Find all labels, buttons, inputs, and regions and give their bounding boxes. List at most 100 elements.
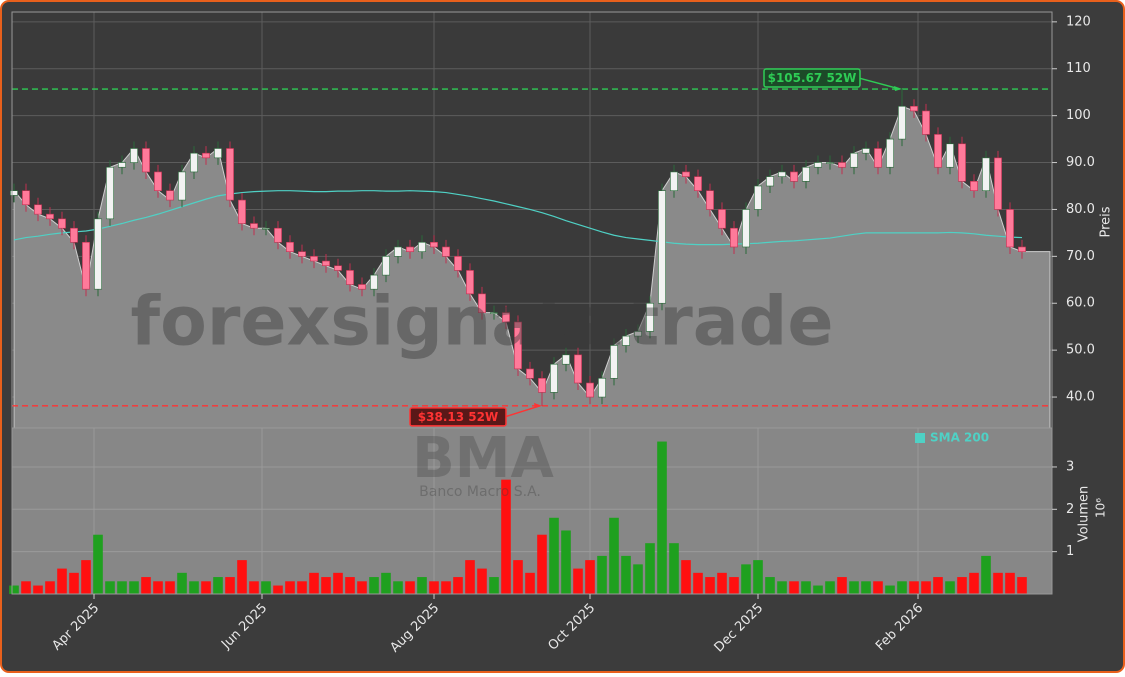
volume-bar: [513, 560, 523, 594]
volume-bar: [1017, 577, 1027, 594]
candle-body: [178, 171, 186, 201]
volume-bar: [693, 572, 703, 594]
candle-body: [250, 223, 258, 229]
volume-axis-label: Volumen: [1077, 486, 1092, 543]
price-axis-label: Preis: [1099, 206, 1114, 237]
candle-body: [118, 162, 126, 168]
volume-bar: [657, 441, 667, 594]
candle-body: [742, 209, 750, 248]
volume-bar: [273, 585, 283, 594]
volume-bar: [705, 577, 715, 594]
volume-bar: [69, 572, 79, 594]
volume-bar: [21, 581, 31, 594]
annotation-label: $105.67 52W: [768, 71, 857, 85]
candle-body: [526, 368, 534, 379]
candle-body: [358, 284, 366, 290]
volume-bar: [453, 577, 463, 594]
y-tick-label: 100: [1066, 108, 1091, 123]
candle-body: [502, 312, 510, 323]
volume-bar: [837, 577, 847, 594]
candle-body: [382, 256, 390, 276]
volume-bar: [753, 560, 763, 594]
volume-bar: [945, 581, 955, 594]
volume-bar: [897, 581, 907, 594]
candle-body: [142, 148, 150, 173]
y-tick-label: 50.0: [1066, 343, 1095, 358]
candle-body: [238, 199, 246, 224]
volume-bar: [429, 581, 439, 594]
candle-body: [82, 241, 90, 290]
legend-label: SMA 200: [930, 431, 989, 445]
volume-bar: [141, 577, 151, 594]
candle-body: [274, 227, 282, 243]
annotation-box: [763, 68, 861, 88]
candle-body: [874, 148, 882, 168]
volume-bar: [201, 581, 211, 594]
candle-body: [862, 148, 870, 154]
volume-bar: [813, 585, 823, 594]
candle-body: [922, 110, 930, 135]
candle-body: [286, 241, 294, 252]
volume-bar: [789, 581, 799, 594]
candle-body: [406, 246, 414, 252]
candle-body: [454, 256, 462, 271]
volume-bar: [993, 572, 1003, 594]
volume-scale-label: 10⁶: [1094, 498, 1108, 518]
watermark: forexsignals.trade: [131, 283, 834, 362]
candle-body: [754, 185, 762, 210]
candle-body: [394, 246, 402, 257]
volume-bar: [489, 577, 499, 594]
candle-body: [298, 251, 306, 257]
y-tick-label: 60.0: [1066, 296, 1095, 311]
y-tick-label: 90.0: [1066, 155, 1095, 170]
company-watermark: Banco Macro S.A.: [419, 484, 541, 500]
candle-body: [442, 246, 450, 257]
candle-body: [982, 157, 990, 191]
candle-body: [838, 162, 846, 168]
y-tick-label: 120: [1066, 14, 1091, 29]
volume-bar: [393, 581, 403, 594]
y-tick-label: 3: [1066, 459, 1074, 474]
candle-body: [166, 190, 174, 201]
volume-bar: [357, 581, 367, 594]
candle-body: [766, 176, 774, 187]
candle-body: [898, 105, 906, 140]
candle-body: [718, 209, 726, 229]
volume-bar: [261, 581, 271, 594]
volume-bar: [921, 581, 931, 594]
volume-bar: [609, 517, 619, 594]
volume-bar: [93, 534, 103, 594]
volume-bar: [681, 560, 691, 594]
volume-bar: [741, 564, 751, 594]
candle-body: [646, 302, 654, 332]
volume-bar: [537, 534, 547, 594]
candle-body: [790, 171, 798, 182]
volume-bar: [981, 555, 991, 594]
candle-body: [778, 171, 786, 177]
candle-body: [370, 274, 378, 290]
volume-bar: [873, 581, 883, 594]
volume-bar: [801, 581, 811, 594]
volume-bar: [105, 581, 115, 594]
volume-bar: [669, 543, 679, 594]
candle-body: [418, 241, 426, 252]
volume-bar: [633, 564, 643, 594]
candle-body: [34, 204, 42, 215]
candle-body: [574, 354, 582, 384]
candle-body: [262, 227, 270, 230]
candle-body: [658, 190, 666, 304]
volume-bar: [33, 585, 43, 594]
y-tick-label: 70.0: [1066, 249, 1095, 264]
symbol-watermark: BMA: [412, 426, 554, 491]
candle-body: [682, 171, 690, 177]
candle-body: [850, 152, 858, 168]
volume-bar: [213, 577, 223, 594]
candle-body: [694, 176, 702, 191]
candle-body: [214, 148, 222, 159]
volume-bar: [909, 581, 919, 594]
volume-bar: [861, 581, 871, 594]
candle-body: [622, 335, 630, 346]
candle-body: [202, 152, 210, 159]
candle-body: [730, 227, 738, 248]
annotation-arrowhead: [894, 86, 902, 92]
